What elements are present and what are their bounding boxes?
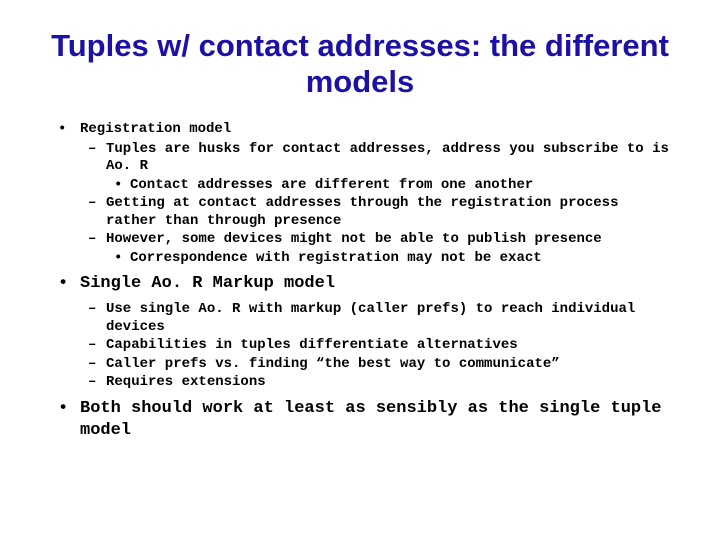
bullet-item: Use single Ao. R with markup (caller pre… (50, 301, 670, 336)
bullet-item-text: Use single Ao. R with markup (caller pre… (106, 301, 635, 335)
section-heading-text: Single Ao. R Markup model (80, 274, 335, 293)
sub-bullet-item-text: Contact addresses are different from one… (130, 177, 533, 193)
bullet-item-text: Tuples are husks for contact addresses, … (106, 141, 669, 175)
content-list: Registration model Tuples are husks for c… (50, 121, 670, 442)
bullet-item-text: Getting at contact addresses through the… (106, 195, 618, 229)
bullet-item: Getting at contact addresses through the… (50, 195, 670, 230)
section-heading: Single Ao. R Markup model (50, 273, 670, 295)
bullet-item-text: Caller prefs vs. finding “the best way t… (106, 356, 560, 372)
slide-title: Tuples w/ contact addresses: the differe… (50, 28, 670, 99)
sub-bullet-item: Contact addresses are different from one… (50, 177, 670, 195)
bullet-item: Caller prefs vs. finding “the best way t… (50, 356, 670, 374)
bullet-item: However, some devices might not be able … (50, 231, 670, 249)
bullet-item: Tuples are husks for contact addresses, … (50, 141, 670, 176)
bullet-item: Capabilities in tuples differentiate alt… (50, 337, 670, 355)
sub-bullet-item: Correspondence with registration may not… (50, 250, 670, 268)
section-heading: Registration model (50, 121, 670, 139)
section-heading-text: Registration model (80, 121, 231, 137)
sub-bullet-item-text: Correspondence with registration may not… (130, 250, 542, 266)
bullet-item: Requires extensions (50, 374, 670, 392)
section-heading: Both should work at least as sensibly as… (50, 398, 670, 442)
bullet-item-text: Requires extensions (106, 374, 266, 390)
section-heading-text: Both should work at least as sensibly as… (80, 399, 662, 440)
bullet-item-text: However, some devices might not be able … (106, 231, 602, 247)
bullet-item-text: Capabilities in tuples differentiate alt… (106, 337, 518, 353)
